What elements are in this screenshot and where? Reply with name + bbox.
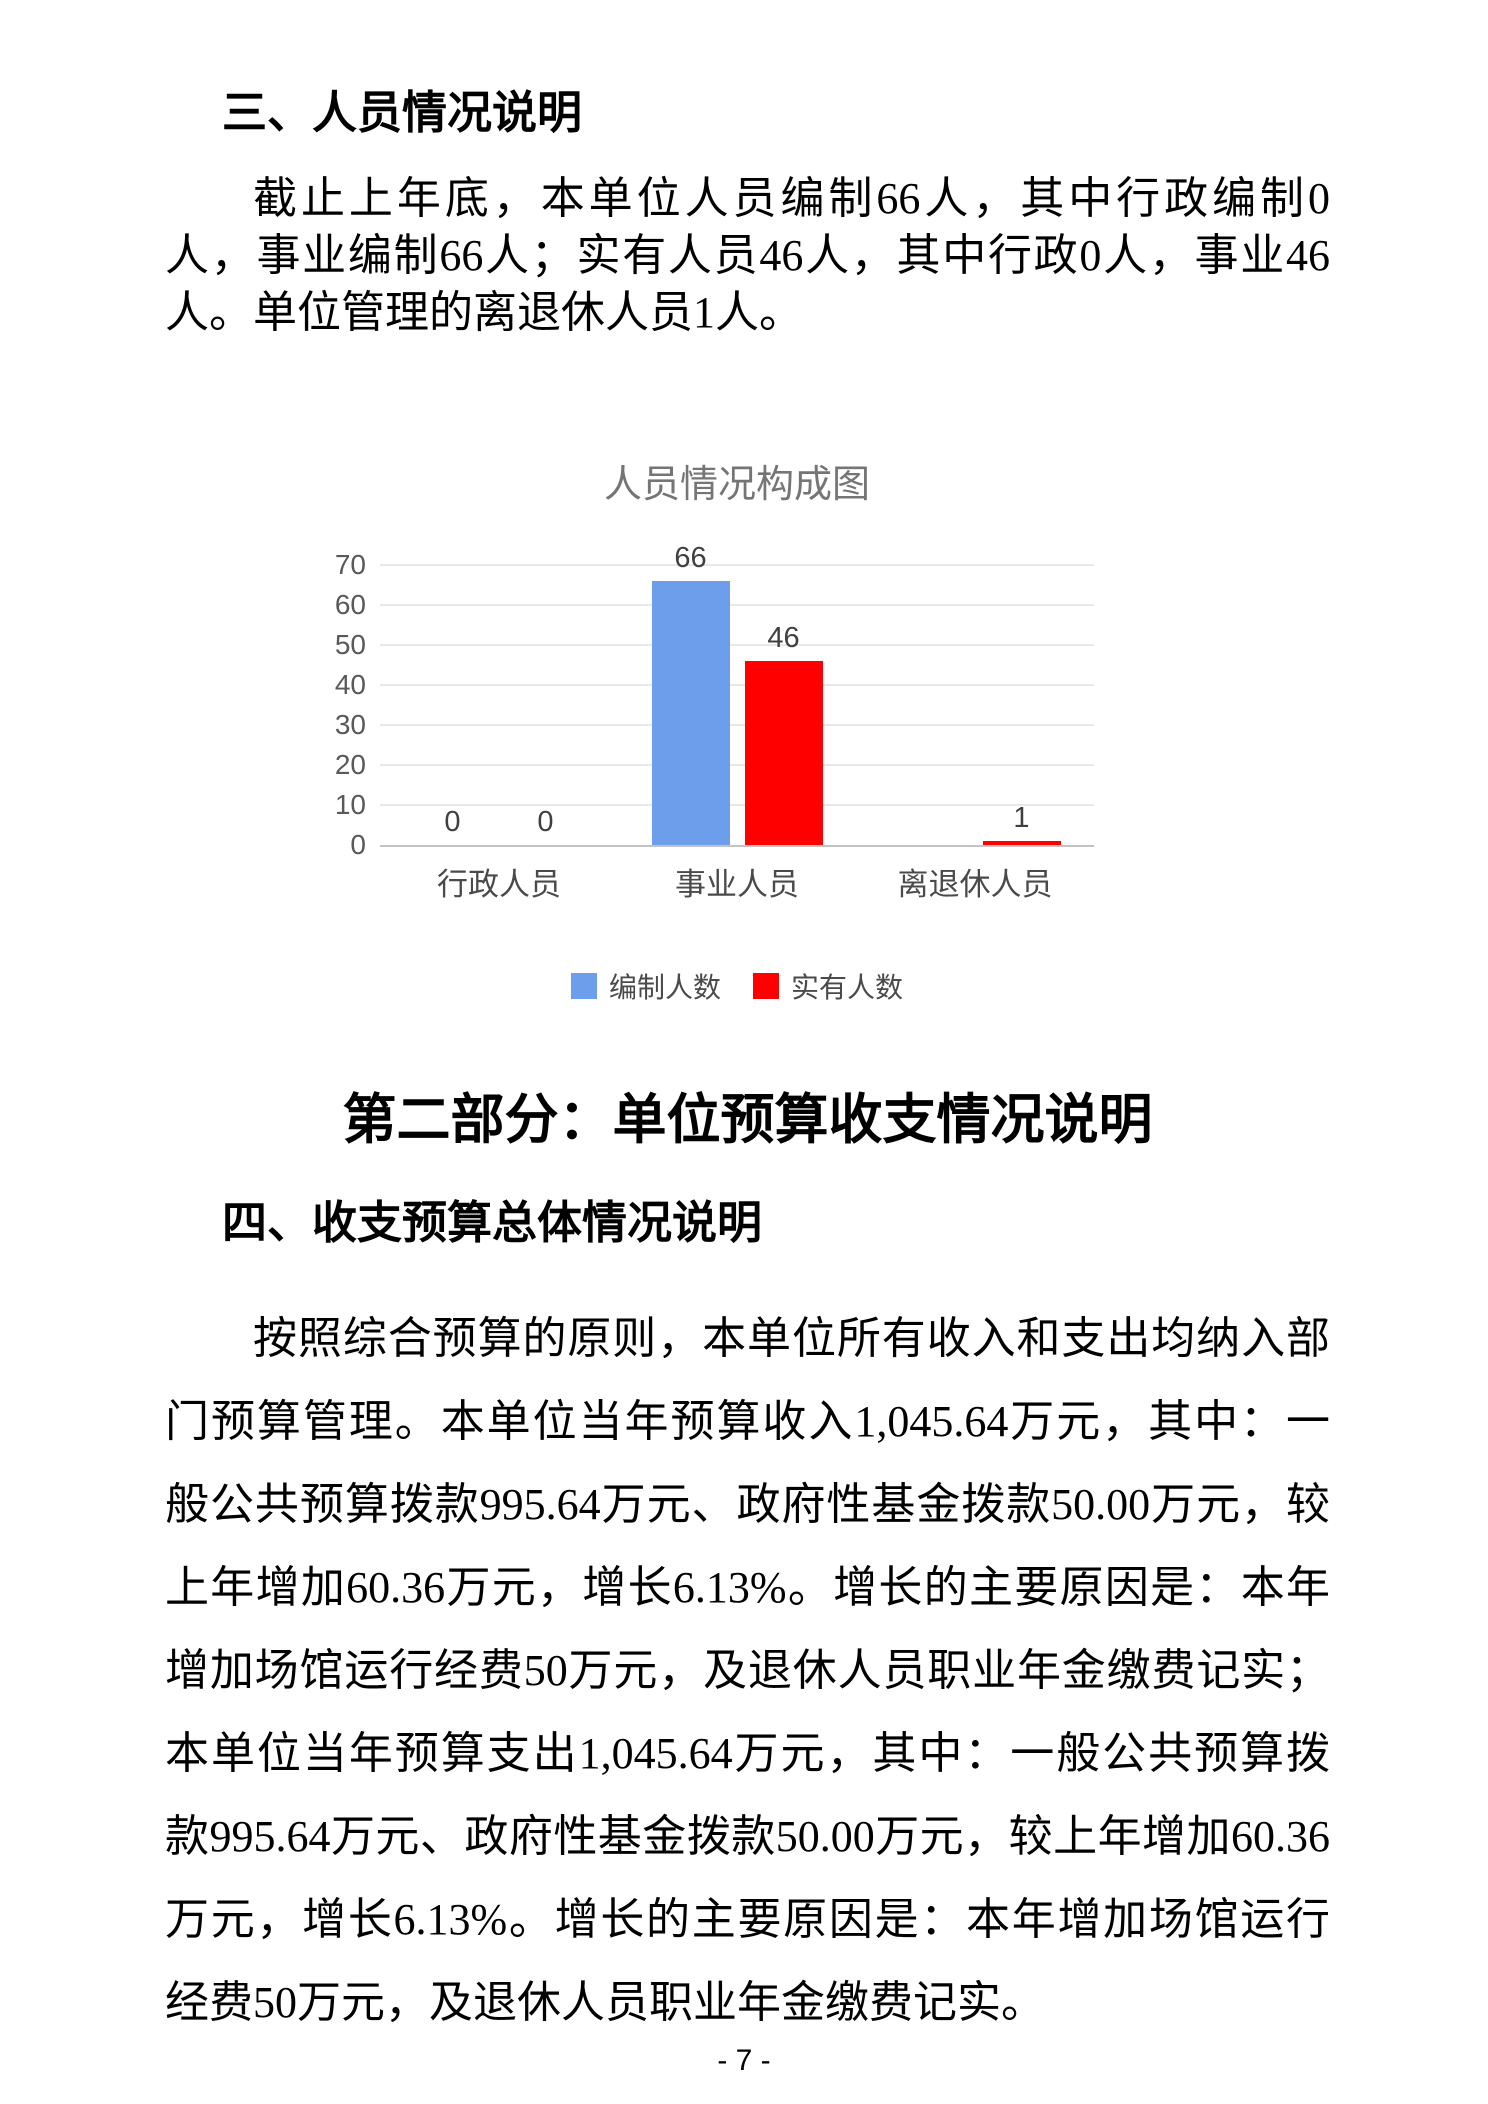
- chart-bar: [744, 660, 823, 845]
- legend-item: 实有人数: [753, 966, 903, 1006]
- y-axis-tick: 30: [334, 708, 366, 740]
- chart-title: 人员情况构成图: [603, 463, 870, 506]
- bar-column: 0: [414, 805, 492, 845]
- gridline: [380, 563, 1094, 566]
- x-axis-label: 行政人员: [437, 866, 561, 902]
- bar-value-label: 1: [1013, 801, 1030, 834]
- bar-column: 66: [651, 541, 730, 845]
- legend-swatch: [570, 972, 597, 999]
- bar-group: 66 46: [618, 543, 856, 845]
- bar-value-label: 0: [444, 805, 461, 838]
- bar-column: [890, 808, 968, 845]
- chart-bar: [982, 840, 1061, 845]
- page-number: - 7 -: [717, 2044, 771, 2077]
- legend-label: 编制人数: [608, 971, 721, 1003]
- section-4-heading: 四、收支预算总体情况说明: [222, 1196, 763, 1248]
- chart-bar: [651, 580, 730, 845]
- bar-value-label: 46: [767, 621, 800, 654]
- chart-legend: 编制人数 实有人数: [380, 966, 1094, 1006]
- y-axis-tick: 70: [334, 548, 366, 580]
- gridline: [380, 763, 1094, 766]
- y-axis-tick: 10: [334, 788, 366, 820]
- bar-group: 1: [856, 563, 1094, 845]
- bar-value-label: 0: [537, 805, 554, 838]
- y-axis-tick: 50: [334, 628, 366, 660]
- gridline: [380, 603, 1094, 606]
- chart-x-axis: 行政人员 事业人员 离退休人员: [380, 847, 1094, 904]
- gridline: [380, 643, 1094, 646]
- y-axis-tick: 40: [334, 668, 366, 700]
- gridline: [380, 683, 1094, 686]
- part-2-heading: 第二部分：单位预算收支情况说明: [342, 1089, 1153, 1150]
- chart-y-axis: 0 10 20 30 40 50 60 70: [330, 550, 380, 858]
- legend-label: 实有人数: [791, 971, 904, 1003]
- gridline: [380, 723, 1094, 726]
- y-axis-tick: 20: [334, 748, 366, 780]
- bar-column: 0: [507, 805, 585, 845]
- x-axis-label: 离退休人员: [897, 866, 1053, 902]
- section-3-heading: 三、人员情况说明: [222, 87, 583, 138]
- legend-swatch: [753, 972, 779, 999]
- bar-column: 1: [982, 801, 1061, 845]
- x-axis-label: 事业人员: [675, 866, 799, 902]
- y-axis-tick: 0: [350, 828, 366, 860]
- legend-item: 编制人数: [570, 966, 721, 1006]
- section-4-paragraph: 按照综合预算的原则，本单位所有收入和支出均纳入部门预算管理。本单位当年预算收入1…: [165, 1314, 1330, 2028]
- section-3-paragraph: 截止上年底，本单位人员编制66人，其中行政编制0人，事业编制66人；实有人员46…: [165, 173, 1330, 337]
- y-axis-tick: 60: [334, 588, 366, 620]
- personnel-composition-chart: 人员情况构成图 0 10 20 30 40 50 60 70 0 0 66 46 1 行政人员 事业人员…: [330, 453, 1130, 1006]
- chart-plot-area: 0 0 66 46 1: [380, 543, 1094, 847]
- bar-column: 46: [744, 621, 823, 845]
- bar-value-label: 66: [674, 541, 707, 574]
- gridline: [380, 803, 1094, 806]
- chart-plot-wrapper: 0 10 20 30 40 50 60 70 0 0 66 46 1: [330, 543, 1130, 858]
